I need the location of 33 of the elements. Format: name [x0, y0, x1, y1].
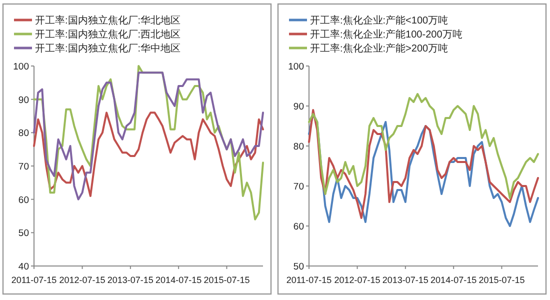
legend-label: 开工率:焦化企业:产能100-200万吨 [310, 28, 462, 40]
x-tick-label: 2013-07-15 [382, 275, 428, 285]
y-tick-label: 40 [18, 262, 29, 272]
y-tick-label: 90 [18, 94, 29, 106]
line-series [308, 93, 539, 199]
y-tick-label: 90 [293, 102, 304, 112]
x-tick-label: 2012-07-15 [334, 275, 380, 285]
y-tick-label: 80 [293, 142, 304, 152]
x-tick-label: 2012-07-15 [59, 275, 106, 285]
line-series [33, 112, 264, 197]
x-tick-label: 2014-07-15 [156, 275, 202, 285]
x-tick-label: 2011-07-15 [286, 275, 332, 285]
y-tick-label: 80 [18, 128, 29, 140]
legend-label: 开工率:焦化企业:产能>200万吨 [310, 42, 448, 54]
x-tick-label: 2015-07-15 [204, 275, 250, 285]
y-tick-label: 70 [18, 162, 29, 172]
y-tick-label: 50 [18, 228, 29, 240]
x-tick-label: 2011-07-15 [11, 275, 57, 285]
y-tick-label: 100 [13, 62, 29, 72]
line-series [33, 72, 264, 200]
y-tick-label: 60 [18, 194, 29, 206]
legend-label: 开工率:焦化企业:产能<100万吨 [310, 14, 448, 26]
line-series [33, 65, 264, 220]
legend-label: 开工率:国内独立焦化厂:西北地区 [35, 28, 181, 40]
x-tick-label: 2014-07-15 [430, 275, 477, 285]
x-tick-label: 2013-07-15 [107, 275, 154, 285]
legend-label: 开工率:国内独立焦化厂:华中地区 [35, 42, 181, 54]
x-tick-label: 2015-07-15 [478, 275, 525, 285]
y-tick-label: 60 [293, 222, 304, 232]
y-tick-label: 70 [293, 182, 304, 192]
y-tick-label: 50 [293, 262, 304, 272]
legend-label: 开工率:国内独立焦化厂:华北地区 [35, 14, 181, 26]
y-tick-label: 100 [288, 62, 304, 72]
